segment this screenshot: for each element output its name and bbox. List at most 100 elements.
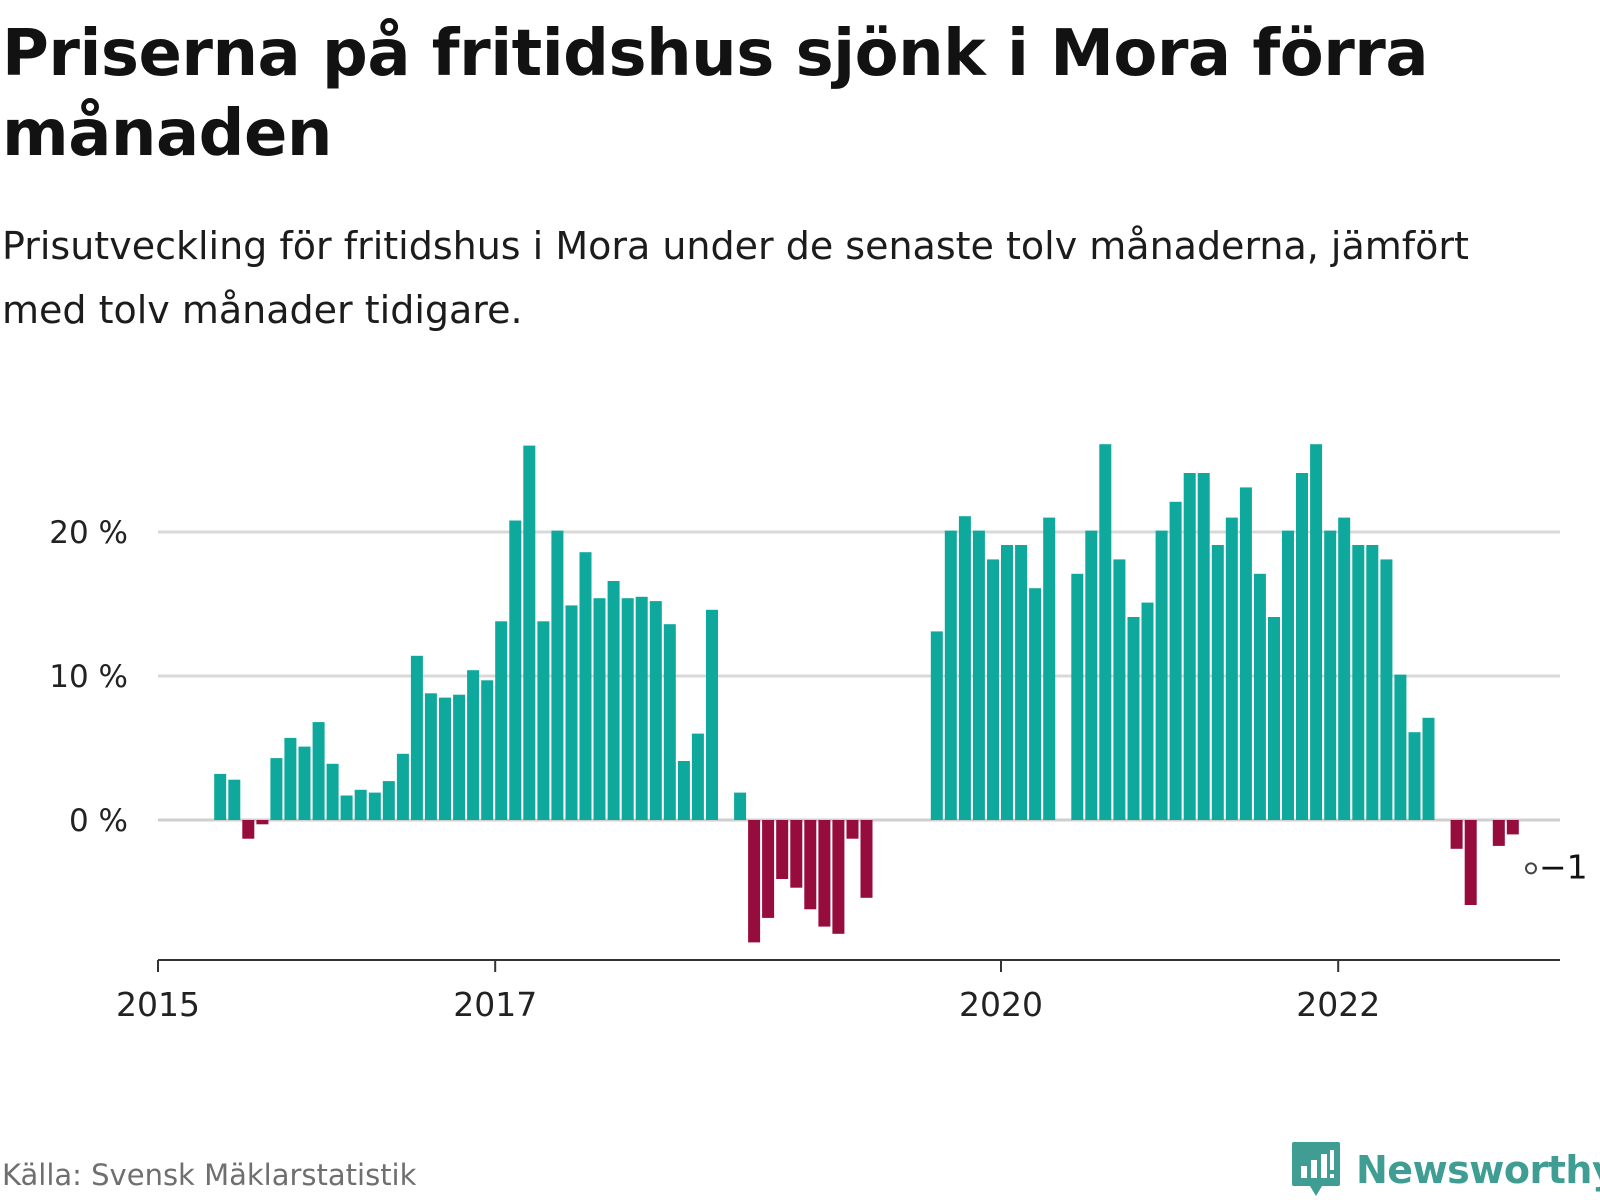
y-tick-label: 10 %: [49, 659, 128, 695]
bar: [270, 758, 283, 820]
bar: [368, 792, 381, 820]
brand-name: Newsworthy: [1356, 1148, 1600, 1192]
bar: [284, 737, 297, 820]
bar: [1141, 602, 1154, 820]
bar: [495, 621, 508, 820]
bar: [1183, 473, 1196, 820]
bar: [1015, 545, 1028, 820]
bar: [1338, 517, 1351, 820]
axes: [157, 959, 1560, 972]
bar: [1352, 545, 1365, 820]
bar: [1408, 732, 1421, 820]
bar: [762, 820, 775, 918]
bar: [1197, 473, 1210, 820]
bar: [1366, 545, 1379, 820]
bar: [1155, 530, 1168, 820]
bar: [1211, 545, 1224, 820]
bar: [944, 530, 957, 820]
bar: [424, 693, 437, 820]
bar: [579, 552, 592, 820]
source-note: Källa: Svensk Mäklarstatistik: [2, 1158, 417, 1192]
bar: [1394, 674, 1407, 820]
bar: [453, 694, 466, 820]
bar: [509, 520, 522, 820]
bar: [972, 530, 985, 820]
bar: [439, 697, 451, 820]
bar: [410, 655, 423, 820]
annotation-label: −1 %: [1539, 847, 1600, 886]
bar: [635, 596, 648, 820]
bar: [354, 789, 367, 820]
bar: [256, 820, 269, 825]
bar: [1001, 545, 1013, 820]
bars: [214, 444, 1519, 943]
labels: 0 % 10 % 20 % 2015 2017 2020 2022 −1 %: [49, 515, 1600, 1024]
bar-chart-speech-bubble-icon: [1292, 1142, 1340, 1196]
bar: [734, 792, 747, 820]
x-tick-label: 2020: [959, 985, 1043, 1024]
bar: [846, 820, 859, 839]
y-tick-label: 20 %: [49, 515, 128, 551]
x-tick-label: 2015: [116, 985, 200, 1024]
x-tick-label: 2017: [453, 985, 537, 1024]
bar: [1043, 517, 1056, 820]
bar-chart: 0 % 10 % 20 % 2015 2017 2020 2022 −1 %: [49, 444, 1600, 1024]
chart-title: Priserna på fritidshus sjönk i Mora förr…: [2, 17, 1429, 171]
bar: [1380, 559, 1393, 820]
bar: [663, 624, 676, 820]
bar: [537, 621, 550, 820]
bar: [1268, 617, 1280, 820]
bar: [1282, 530, 1294, 820]
bar: [1492, 820, 1505, 846]
bar: [1506, 820, 1519, 835]
bar: [1239, 487, 1252, 820]
bar: [1085, 530, 1098, 820]
bar: [1324, 530, 1337, 820]
bar: [1450, 820, 1463, 849]
bar: [649, 601, 662, 820]
bar: [1169, 501, 1182, 820]
bar: [382, 781, 395, 820]
bar: [1127, 617, 1140, 820]
bar: [523, 445, 536, 820]
y-tick-label: 0 %: [69, 803, 128, 839]
bar: [565, 605, 578, 820]
bar: [593, 598, 606, 820]
bar: [1310, 444, 1323, 820]
bar: [621, 598, 634, 820]
x-tick-label: 2022: [1296, 985, 1380, 1024]
bar: [298, 746, 311, 820]
bar: [818, 820, 831, 927]
bar: [1099, 444, 1112, 820]
bar: [748, 820, 761, 943]
bar: [340, 795, 353, 820]
bar: [790, 820, 803, 888]
bar: [1422, 717, 1435, 820]
bar: [677, 761, 690, 820]
bar: [1296, 473, 1308, 820]
bar: [860, 820, 873, 898]
bar: [467, 670, 480, 820]
bar: [396, 753, 409, 820]
bar: [691, 733, 704, 820]
bar: [1113, 559, 1126, 820]
bar: [214, 773, 227, 820]
bar: [481, 680, 494, 820]
bar: [1029, 588, 1042, 820]
bar: [776, 820, 789, 879]
bar: [1253, 573, 1266, 820]
bar: [1071, 573, 1084, 820]
bar: [930, 631, 943, 820]
bar: [804, 820, 817, 910]
brand-logo[interactable]: Newsworthy: [1290, 1140, 1600, 1200]
bar: [228, 779, 241, 820]
bar: [312, 722, 325, 820]
bar: [326, 763, 339, 820]
bar: [706, 609, 718, 820]
bar: [1464, 820, 1477, 905]
bar: [607, 581, 620, 820]
bar: [958, 516, 971, 820]
bar: [987, 559, 999, 820]
annotation-marker: [1525, 862, 1537, 875]
chart-subtitle: Prisutveckling för fritidshus i Mora und…: [2, 224, 1469, 332]
